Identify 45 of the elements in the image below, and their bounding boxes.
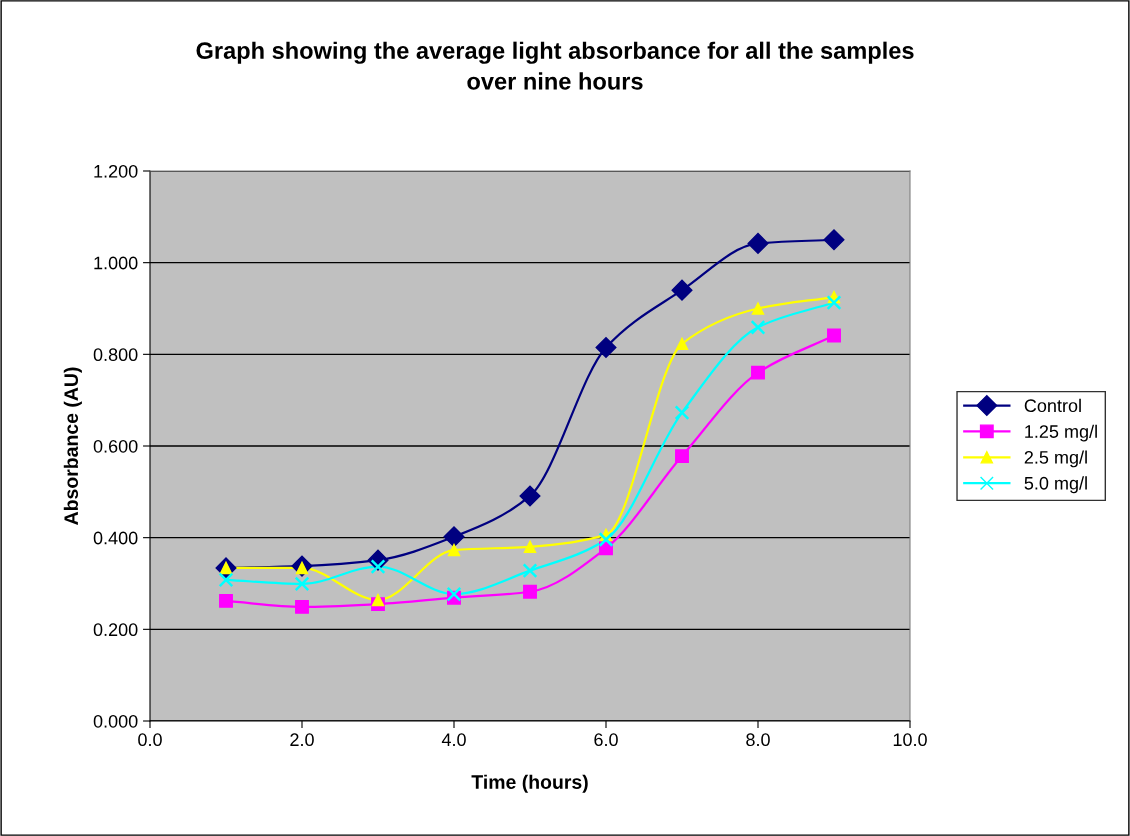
x-tick-label: 8.0 (746, 733, 770, 747)
y-tick-label: 0.200 (93, 623, 138, 637)
y-axis-title: Absorbance (AU) (63, 367, 82, 525)
point (446, 586, 462, 602)
point (827, 328, 841, 343)
point (295, 599, 309, 614)
point (751, 365, 765, 380)
point (219, 593, 233, 608)
y-tick-label: 0.000 (93, 714, 138, 728)
y-tick-label: 1.200 (94, 164, 138, 178)
point (750, 319, 766, 335)
point (826, 295, 842, 311)
point (671, 279, 693, 301)
point (674, 405, 690, 421)
point (523, 584, 537, 599)
y-tick-label: 0.600 (93, 439, 138, 453)
point (595, 336, 617, 358)
point (371, 593, 385, 607)
x-tick-label: 2.0 (290, 733, 314, 747)
point (823, 229, 845, 251)
legend-label: 2.5 mg/l (1024, 450, 1087, 468)
point (519, 485, 541, 507)
point (523, 540, 537, 554)
point (218, 572, 234, 588)
legend-label: 5.0 mg/l (1024, 476, 1087, 494)
legend-label: Control (1024, 398, 1081, 413)
point (675, 337, 689, 351)
legend-label: 1.25 mg/l (1025, 424, 1097, 442)
point (751, 302, 765, 315)
x-axis-title: Time (hours) (471, 774, 588, 793)
x-tick-label: 6.0 (594, 733, 618, 747)
point (675, 449, 689, 464)
point (598, 532, 614, 547)
x-tick-label: 0.0 (138, 733, 162, 747)
point (747, 232, 769, 254)
point (447, 543, 461, 557)
y-tick-label: 1.000 (94, 256, 138, 270)
x-tick-label: 4.0 (441, 733, 466, 747)
x-tick-label: 10.0 (893, 733, 927, 747)
y-tick-label: 0.800 (93, 348, 138, 362)
chart-title: Graph showing the average light absorbance for all the samples over nine hours (196, 41, 914, 90)
point (522, 563, 538, 579)
y-tick-label: 0.400 (93, 531, 138, 545)
point (443, 526, 465, 548)
point (294, 576, 310, 592)
